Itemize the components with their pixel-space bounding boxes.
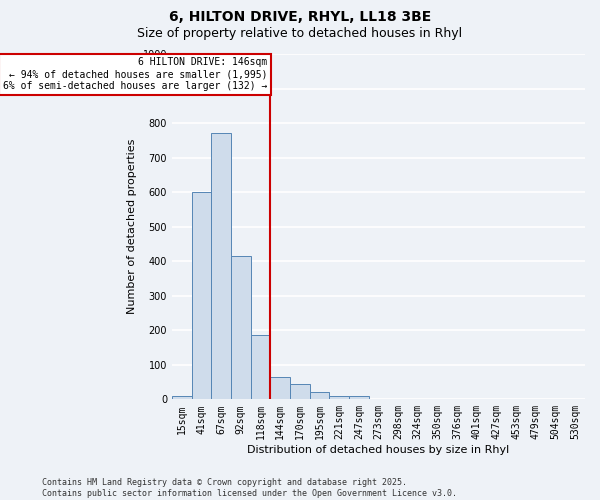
- Text: 6 HILTON DRIVE: 146sqm
← 94% of detached houses are smaller (1,995)
6% of semi-d: 6 HILTON DRIVE: 146sqm ← 94% of detached…: [3, 58, 268, 90]
- Text: Contains HM Land Registry data © Crown copyright and database right 2025.
Contai: Contains HM Land Registry data © Crown c…: [42, 478, 457, 498]
- Bar: [231, 256, 251, 400]
- Bar: [251, 336, 271, 400]
- Bar: [172, 396, 191, 400]
- Bar: [310, 392, 329, 400]
- Bar: [211, 134, 231, 400]
- Bar: [290, 384, 310, 400]
- Bar: [271, 377, 290, 400]
- Bar: [349, 396, 368, 400]
- Text: 6, HILTON DRIVE, RHYL, LL18 3BE: 6, HILTON DRIVE, RHYL, LL18 3BE: [169, 10, 431, 24]
- X-axis label: Distribution of detached houses by size in Rhyl: Distribution of detached houses by size …: [247, 445, 509, 455]
- Bar: [329, 396, 349, 400]
- Text: Size of property relative to detached houses in Rhyl: Size of property relative to detached ho…: [137, 28, 463, 40]
- Y-axis label: Number of detached properties: Number of detached properties: [127, 139, 137, 314]
- Bar: [191, 192, 211, 400]
